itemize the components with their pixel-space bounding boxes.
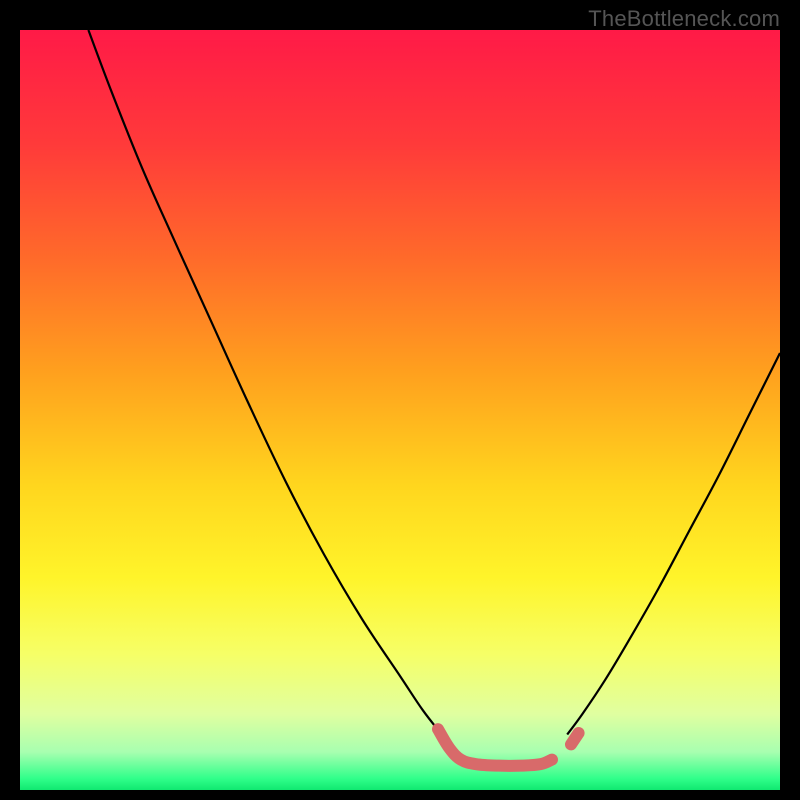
optimal-range-marker-right <box>571 733 579 744</box>
chart-container: TheBottleneck.com <box>0 0 800 800</box>
bottleneck-chart <box>0 0 800 800</box>
watermark-text: TheBottleneck.com <box>588 6 780 32</box>
